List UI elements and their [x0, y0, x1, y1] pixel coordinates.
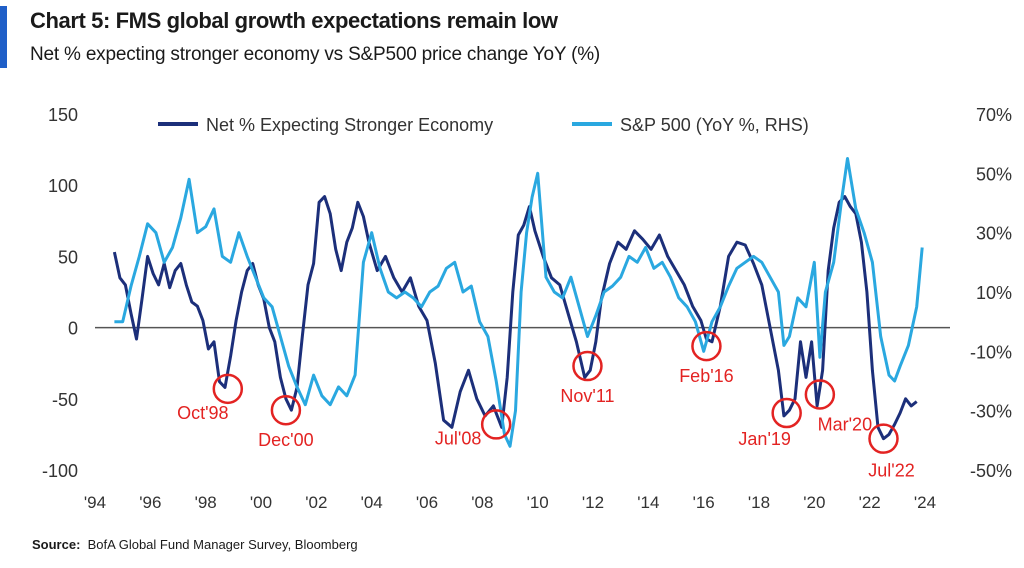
annotation-circle: [868, 423, 899, 454]
x-axis-tick-label: '24: [914, 493, 936, 512]
sp500-yoy-line: [114, 157, 924, 448]
x-axis-tick-label: '06: [416, 493, 438, 512]
annotation-label: Feb'16: [679, 366, 733, 386]
title-accent-bar: [0, 6, 7, 68]
x-axis-tick-label: '08: [471, 493, 493, 512]
annotation-circle: [771, 397, 802, 429]
x-axis-tick-label: '14: [637, 493, 659, 512]
right-axis-tick-label: 10%: [976, 283, 1012, 303]
left-axis-tick-label: -100: [42, 461, 78, 481]
annotation-circle: [480, 409, 512, 440]
annotation-label: Mar'20: [818, 415, 872, 435]
source-label: Source:: [32, 537, 81, 552]
annotation-label: Jul'08: [435, 428, 481, 448]
x-axis-tick-label: '16: [693, 493, 715, 512]
x-axis-tick-label: '02: [305, 493, 327, 512]
x-axis-tick-label: '10: [527, 493, 549, 512]
x-axis-tick-label: '98: [195, 493, 217, 512]
left-axis-tick-label: 100: [48, 176, 78, 196]
annotation-label: Oct'98: [177, 403, 228, 423]
x-axis-tick-label: '00: [250, 493, 272, 512]
source-text: BofA Global Fund Manager Survey, Bloombe…: [87, 537, 358, 552]
annotation-label: Jul'22: [868, 461, 914, 481]
x-axis-tick-label: '20: [803, 493, 825, 512]
x-axis-tick-label: '12: [582, 493, 604, 512]
right-axis-tick-label: -30%: [970, 402, 1012, 422]
chart-title: Chart 5: FMS global growth expectations …: [30, 8, 558, 33]
source-note: Source: BofA Global Fund Manager Survey,…: [32, 537, 358, 552]
annotation-circle: [212, 373, 244, 405]
legend-label-sp500: S&P 500 (YoY %, RHS): [620, 115, 809, 135]
right-axis-tick-label: 30%: [976, 224, 1012, 244]
annotation-label: Nov'11: [560, 386, 614, 406]
annotation-circle: [804, 379, 836, 410]
right-axis-tick-label: 70%: [976, 105, 1012, 125]
x-axis-tick-label: '94: [84, 493, 106, 512]
net-expectations-line: [112, 195, 918, 441]
chart-subtitle: Net % expecting stronger economy vs S&P5…: [30, 44, 601, 65]
x-axis-tick-label: '18: [748, 493, 770, 512]
annotation-circle: [691, 330, 722, 362]
right-axis-tick-label: -50%: [970, 461, 1012, 481]
right-axis-tick-label: -10%: [970, 342, 1012, 362]
x-axis-tick-label: '22: [859, 493, 881, 512]
left-axis-tick-label: 50: [58, 247, 78, 267]
annotation-circle: [270, 394, 302, 426]
x-axis-tick-label: '04: [361, 493, 383, 512]
left-axis-tick-label: -50: [52, 390, 78, 410]
right-axis-tick-label: 50%: [976, 164, 1012, 184]
annotation-label: Dec'00: [258, 430, 313, 450]
left-axis-tick-label: 0: [68, 319, 78, 339]
x-axis-tick-label: '96: [139, 493, 161, 512]
annotation-circle: [572, 350, 603, 382]
annotation-label: Jan'19: [738, 429, 790, 449]
legend-label-net: Net % Expecting Stronger Economy: [206, 115, 493, 135]
left-axis-tick-label: 150: [48, 105, 78, 125]
